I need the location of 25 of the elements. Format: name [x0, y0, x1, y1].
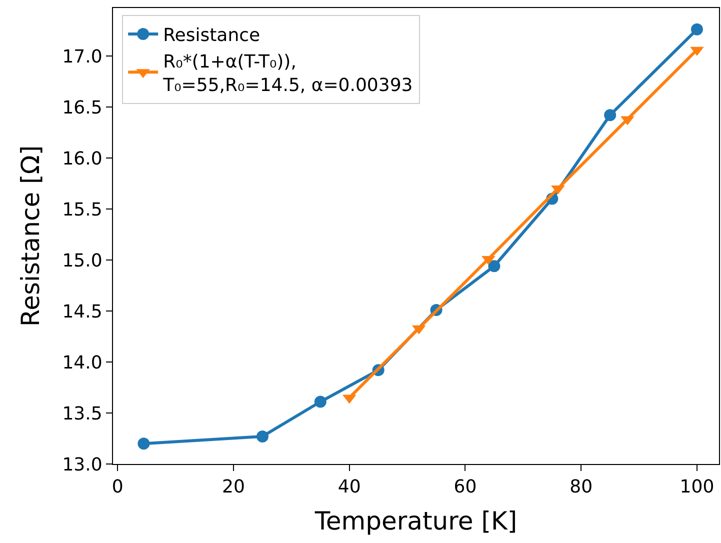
- y-tick-label: 17.0: [62, 46, 102, 68]
- point: [690, 23, 703, 36]
- x-tick-label: 20: [222, 476, 245, 498]
- legend-label: Resistance: [163, 25, 260, 46]
- y-tick-label: 14.0: [62, 352, 102, 374]
- y-tick-label: 14.5: [62, 301, 102, 322]
- point: [256, 430, 268, 442]
- y-tick-label: 16.0: [62, 148, 102, 170]
- legend-label: R₀*(1+α(T-T₀)), T₀=55,R₀=14.5, α=0.00393: [162, 51, 413, 96]
- x-axis-title: Temperature [K]: [314, 506, 518, 536]
- x-tick-label: 60: [454, 476, 477, 498]
- point: [604, 109, 616, 122]
- x-tick-label: 0: [112, 476, 124, 498]
- x-tick-label: 100: [680, 476, 714, 498]
- y-tick-label: 13.0: [62, 454, 102, 476]
- point: [138, 438, 150, 450]
- y-tick-label: 15.0: [62, 250, 102, 272]
- point: [488, 260, 500, 272]
- y-tick-label: 13.5: [62, 403, 102, 424]
- x-tick-label: 80: [570, 476, 593, 498]
- y-axis-title: Resistance [Ω]: [16, 145, 45, 327]
- y-tick-label: 15.5: [62, 199, 102, 220]
- x-tick-label: 40: [338, 476, 361, 498]
- y-tick-label: 16.5: [62, 97, 102, 118]
- point: [314, 396, 326, 408]
